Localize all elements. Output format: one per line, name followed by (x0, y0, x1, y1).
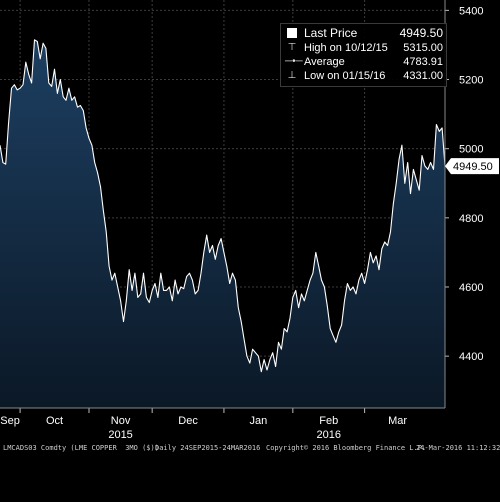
legend-value: 4331.00 (403, 70, 443, 82)
chart-footer: LMCADS03 Comdty (LME COPPER 3MO ($)) Dai… (0, 442, 500, 454)
legend-value: 4783.91 (403, 56, 443, 68)
y-tick-label: 4600 (459, 282, 483, 294)
legend-label: Last Price (304, 26, 358, 40)
x-tick-label: Oct (46, 415, 63, 427)
price-line (0, 39, 446, 373)
legend-value: 5315.00 (403, 42, 443, 54)
legend-label: Low on 01/15/16 (304, 70, 386, 82)
x-tick-label: Dec (178, 415, 198, 427)
footer-copyright: Copyright© 2016 Bloomberg Finance L.P. (266, 444, 427, 452)
high-marker-icon: ⊤ (287, 42, 297, 53)
y-tick-label: 5000 (459, 144, 483, 156)
footer-ticker: LMCADS03 Comdty (LME COPPER 3MO ($)) (3, 444, 159, 452)
price-area-fill (0, 39, 445, 409)
x-tick-label: Sep (0, 415, 20, 427)
y-tick-label: 4800 (459, 213, 483, 225)
legend-row-low: ⊥ Low on 01/15/16 4331.00 (283, 69, 443, 83)
legend-row-average: ─•─ Average 4783.91 (283, 55, 443, 69)
legend-label: Average (304, 56, 345, 68)
x-year-label: 2016 (316, 429, 340, 441)
legend-row-high: ⊤ High on 10/12/15 5315.00 (283, 41, 443, 55)
last-price-tag-bg (445, 158, 499, 175)
footer-timestamp: 24-Mar-2016 11:12:32 (416, 444, 500, 452)
x-tick-label: Jan (250, 415, 268, 427)
y-axis: 4400 4600 4800 5000 5200 5400 4949.50 (444, 0, 499, 408)
legend-row-last-price: Last Price 4949.50 (283, 26, 443, 40)
last-price-tag-label: 4949.50 (453, 161, 493, 173)
x-tick-label: Feb (319, 415, 338, 427)
price-area (0, 39, 446, 409)
x-tick-label: Mar (388, 415, 407, 427)
y-tick-label: 5400 (459, 5, 483, 17)
x-tick-label: Nov (111, 415, 131, 427)
legend-label: High on 10/12/15 (304, 42, 388, 54)
legend: Last Price 4949.50 ⊤ High on 10/12/15 53… (280, 23, 447, 87)
footer-range: Daily 24SEP2015-24MAR2016 (155, 444, 261, 452)
y-tick-label: 4400 (459, 351, 483, 363)
square-icon (285, 26, 299, 43)
legend-value: 4949.50 (399, 26, 443, 40)
low-marker-icon: ⊥ (287, 70, 297, 81)
x-year-label: 2015 (108, 429, 132, 441)
y-tick-label: 5200 (459, 75, 483, 87)
last-price-tag: 4949.50 (445, 158, 499, 175)
average-marker-icon: ─•─ (285, 56, 303, 67)
x-axis: Sep Oct Nov Dec Jan Feb Mar 2015 2016 (0, 407, 445, 441)
